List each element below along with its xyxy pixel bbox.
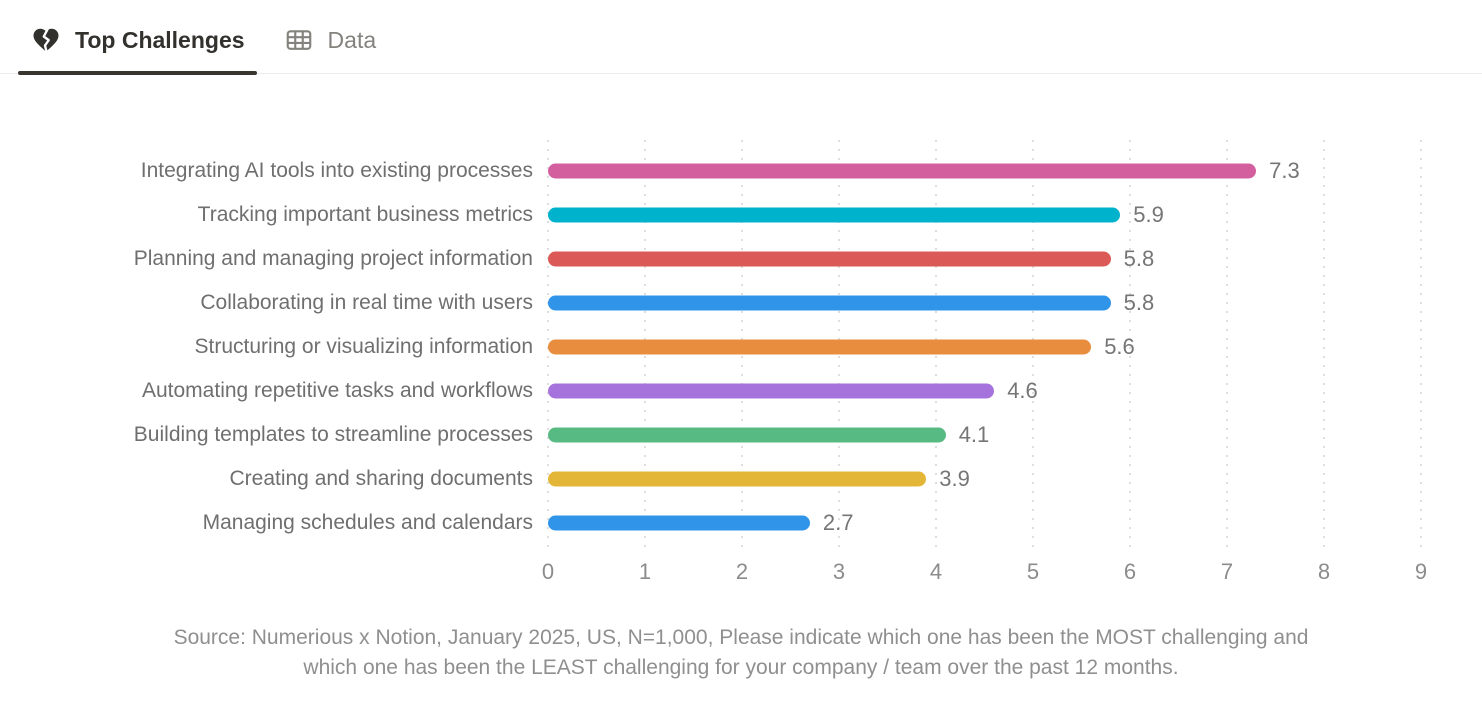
value-label: 3.9 (939, 466, 970, 491)
tab-bar: Top Challenges Data (0, 0, 1482, 75)
tabs: Top Challenges Data (18, 24, 1482, 75)
bar-track: 5.8 (548, 281, 1421, 325)
gridline (1226, 140, 1228, 554)
x-tick-label: 6 (1123, 559, 1137, 584)
tab-top-challenges-label: Top Challenges (75, 26, 245, 53)
gridline (1128, 140, 1131, 554)
bar[interactable] (548, 295, 1111, 311)
bar[interactable] (548, 207, 1121, 223)
bar-row: Building templates to streamline process… (0, 413, 1421, 457)
bar-track: 7.3 (548, 149, 1421, 193)
x-tick-label: 2 (735, 559, 749, 584)
gridline (1322, 140, 1325, 554)
bar[interactable] (548, 163, 1257, 179)
tab-top-challenges[interactable]: Top Challenges (18, 24, 257, 75)
bar-row: Managing schedules and calendars 2.7 (0, 501, 1421, 545)
bar-track: 5.9 (548, 193, 1421, 237)
category-label: Automating repetitive tasks and workflow… (141, 379, 533, 402)
bar-chart: Integrating AI tools into existing proce… (0, 140, 1427, 587)
source-line-1: Source: Numerious x Notion, January 2025… (173, 626, 1309, 649)
bar-track: 4.1 (548, 413, 1421, 457)
value-label: 4.6 (1007, 378, 1038, 403)
bar-row: Integrating AI tools into existing proce… (0, 149, 1421, 193)
x-tick-label: 4 (929, 559, 943, 584)
bar-track: 2.7 (548, 501, 1421, 545)
value-label: 2.7 (822, 510, 854, 535)
category-label: Structuring or visualizing information (194, 335, 533, 358)
x-tick-label: 3 (832, 559, 846, 584)
bar[interactable] (548, 339, 1092, 355)
bar[interactable] (548, 471, 927, 487)
bar-track: 5.8 (548, 237, 1421, 281)
bar[interactable] (548, 515, 810, 531)
table-icon (283, 24, 315, 56)
gridline (1420, 140, 1422, 554)
category-label: Building templates to streamline process… (133, 423, 533, 446)
x-tick-label: 8 (1317, 559, 1331, 584)
category-label: Tracking important business metrics (197, 203, 533, 226)
category-label: Planning and managing project informatio… (133, 247, 533, 270)
bar-track: 4.6 (548, 369, 1421, 413)
category-label: Managing schedules and calendars (202, 511, 533, 534)
value-label: 5.6 (1104, 334, 1135, 359)
bar-rows: Integrating AI tools into existing proce… (0, 149, 1421, 545)
x-tick-label: 7 (1220, 559, 1234, 584)
category-label: Creating and sharing documents (229, 467, 533, 490)
tab-data-label: Data (327, 26, 377, 53)
bar-row: Planning and managing project informatio… (0, 237, 1421, 281)
source-note: Source: Numerious x Notion, January 2025… (0, 623, 1482, 683)
bar-track: 5.6 (548, 325, 1421, 369)
value-label: 5.8 (1123, 290, 1155, 315)
value-label: 5.9 (1133, 202, 1164, 227)
broken-heart-icon (30, 24, 62, 56)
x-tick-label: 9 (1414, 559, 1428, 584)
bar-row: Structuring or visualizing information 5.… (0, 325, 1421, 369)
bar[interactable] (548, 427, 946, 443)
bar-row: Tracking important business metrics 5.9 (0, 193, 1421, 237)
tab-data[interactable]: Data (271, 24, 389, 73)
x-tick-label: 5 (1026, 559, 1040, 584)
bar-row: Creating and sharing documents 3.9 (0, 457, 1421, 501)
value-label: 4.1 (958, 422, 990, 447)
value-label: 5.8 (1123, 246, 1155, 271)
bar-track: 3.9 (548, 457, 1421, 501)
source-line-2: which one has been the LEAST challenging… (303, 656, 1179, 679)
x-tick-label: 0 (541, 559, 555, 584)
category-label: Collaborating in real time with users (200, 291, 533, 314)
bar[interactable] (548, 251, 1111, 267)
bar-row: Automating repetitive tasks and workflow… (0, 369, 1421, 413)
category-label: Integrating AI tools into existing proce… (140, 159, 533, 182)
x-axis: 0 1 2 3 4 5 6 7 8 9 (542, 559, 1427, 587)
x-tick-label: 1 (638, 559, 652, 584)
bar[interactable] (548, 383, 995, 399)
value-label: 7.3 (1269, 158, 1300, 183)
bar-row: Collaborating in real time with users 5.8 (0, 281, 1421, 325)
